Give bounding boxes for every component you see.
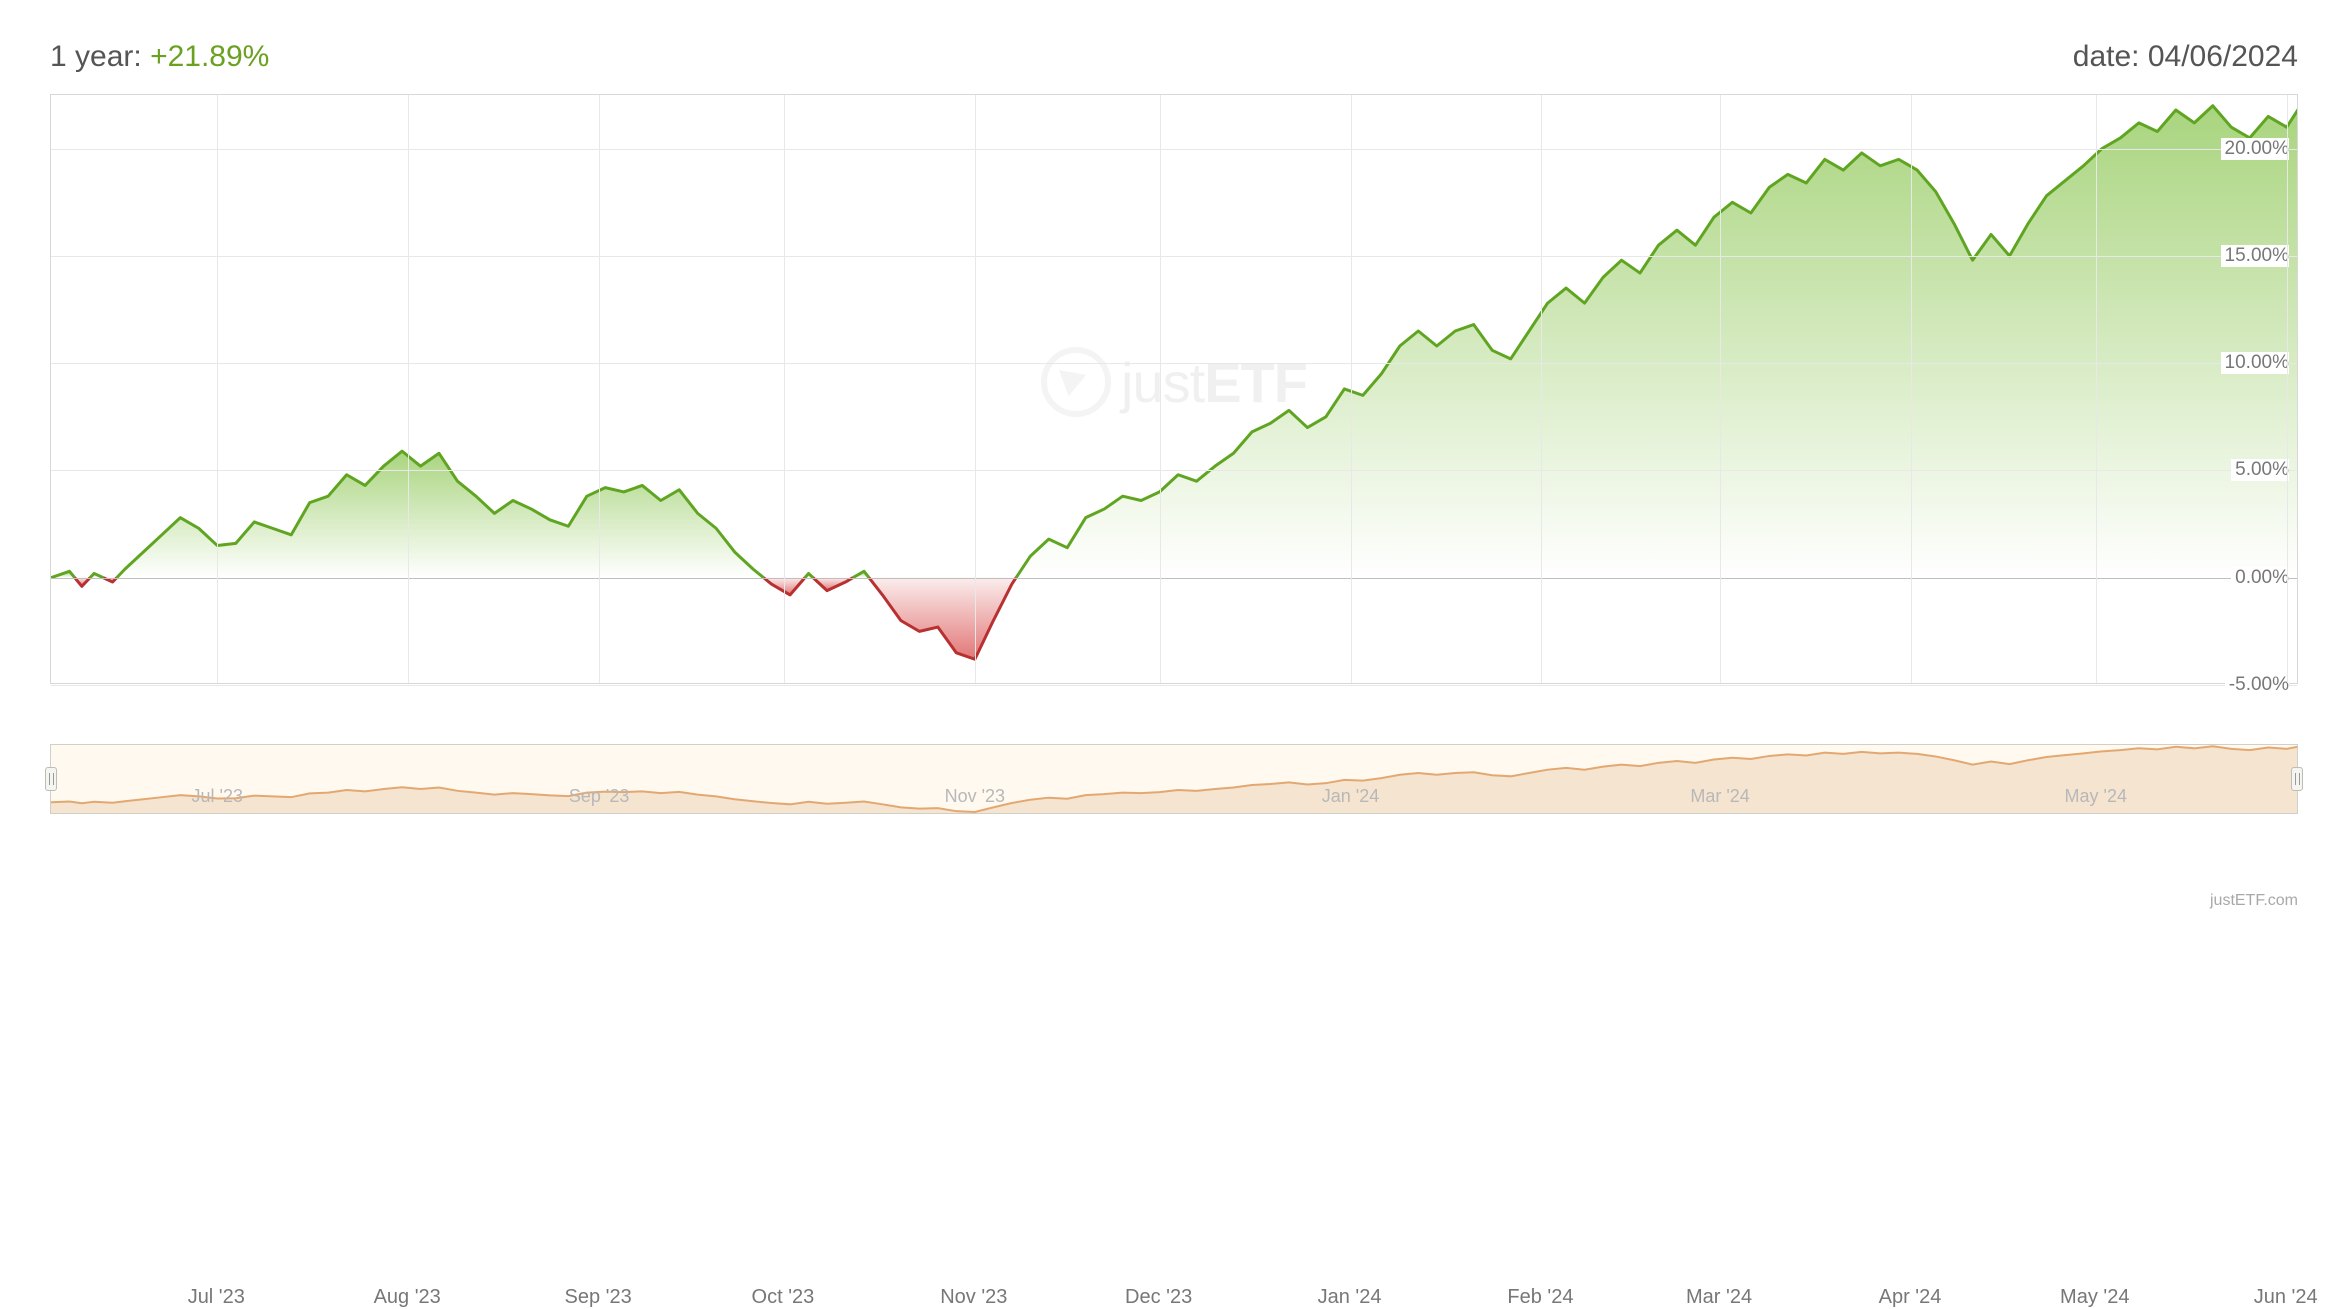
navigator-tick-label: Mar '24 bbox=[1690, 786, 1749, 807]
attribution: justETF.com bbox=[2210, 892, 2298, 910]
x-tick-label: May '24 bbox=[2060, 1286, 2129, 1309]
navigator-tick-label: Nov '23 bbox=[945, 786, 1005, 807]
x-tick-label: Jun '24 bbox=[2254, 1286, 2318, 1309]
y-tick-label: 5.00% bbox=[2231, 459, 2289, 481]
navigator-tick-label: Jan '24 bbox=[1322, 786, 1379, 807]
range-navigator[interactable]: Jul '23 Sep '23 Nov '23 Jan '24 Mar '24 May '… bbox=[50, 744, 2298, 814]
return-value: +21.89% bbox=[150, 40, 269, 73]
date-value: 04/06/2024 bbox=[2148, 40, 2298, 73]
price-chart[interactable]: justETF -5.00%0.00%5.00%10.00%15.00%20.0… bbox=[50, 94, 2298, 684]
navigator-tick-label: Sep '23 bbox=[569, 786, 630, 807]
x-tick-label: Nov '23 bbox=[940, 1286, 1007, 1309]
period-return: 1 year: +21.89% bbox=[50, 40, 269, 74]
y-tick-label: 20.00% bbox=[2221, 138, 2289, 160]
y-tick-label: 0.00% bbox=[2231, 567, 2289, 589]
x-tick-label: Aug '23 bbox=[374, 1286, 441, 1309]
x-tick-label: Oct '23 bbox=[752, 1286, 815, 1309]
x-tick-label: Apr '24 bbox=[1879, 1286, 1942, 1309]
navigator-tick-label: Jul '23 bbox=[192, 786, 243, 807]
x-tick-label: Jan '24 bbox=[1318, 1286, 1382, 1309]
period-label: 1 year: bbox=[50, 40, 142, 73]
navigator-svg bbox=[51, 745, 2297, 813]
y-tick-label: 15.00% bbox=[2221, 245, 2289, 267]
y-tick-label: 10.00% bbox=[2221, 352, 2289, 374]
navigator-tick-label: May '24 bbox=[2065, 786, 2127, 807]
date-label: date: bbox=[2073, 40, 2140, 73]
x-tick-label: Mar '24 bbox=[1686, 1286, 1752, 1309]
navigator-handle-right[interactable] bbox=[2291, 767, 2303, 791]
navigator-handle-left[interactable] bbox=[45, 767, 57, 791]
x-tick-label: Jul '23 bbox=[188, 1286, 245, 1309]
chart-header: 1 year: +21.89% date: 04/06/2024 bbox=[50, 40, 2298, 74]
x-tick-label: Feb '24 bbox=[1507, 1286, 1573, 1309]
x-tick-label: Dec '23 bbox=[1125, 1286, 1192, 1309]
chart-svg bbox=[51, 95, 2297, 683]
date-display: date: 04/06/2024 bbox=[2073, 40, 2298, 74]
y-tick-label: -5.00% bbox=[2225, 674, 2289, 696]
x-tick-label: Sep '23 bbox=[565, 1286, 632, 1309]
